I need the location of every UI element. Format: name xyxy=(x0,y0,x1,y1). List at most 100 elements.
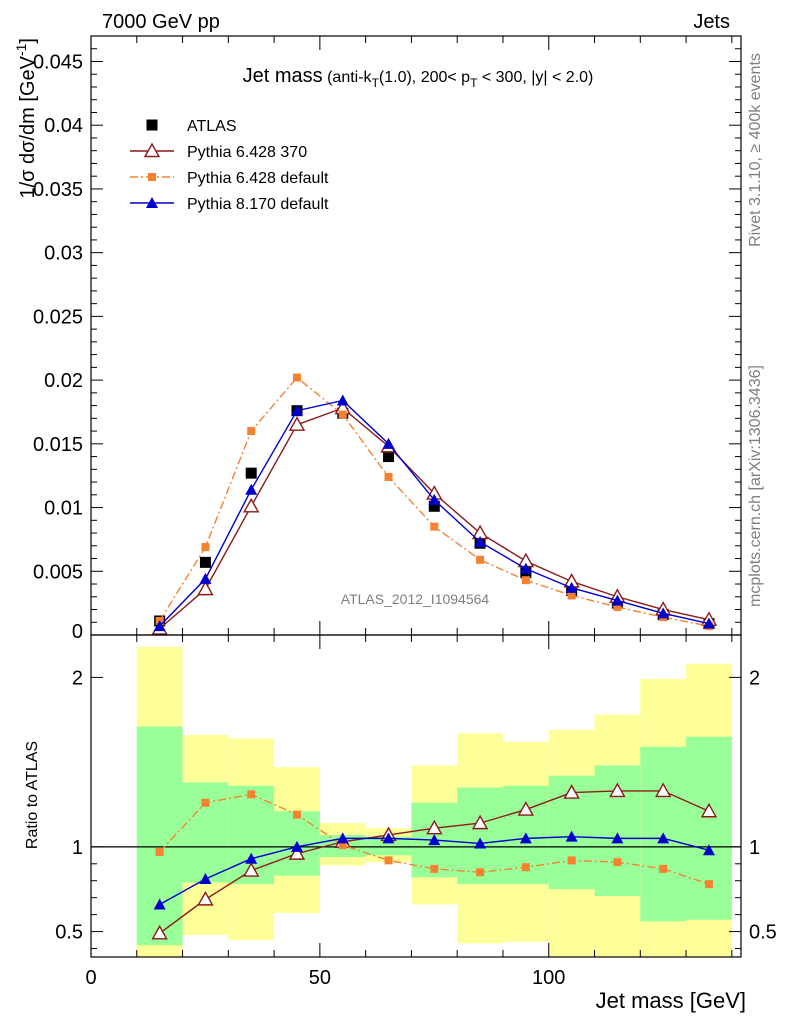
ratio-series-1-point-4 xyxy=(338,841,347,850)
ratio-series-2-point-2 xyxy=(245,852,258,864)
ratio-ytick-label-l-1: 1 xyxy=(72,837,83,859)
ratio-series-0-point-7 xyxy=(471,814,489,830)
main-series-3-point-11 xyxy=(657,607,670,619)
main-series-2-point-9 xyxy=(567,591,576,600)
ratio-ytick-label-l-2: 2 xyxy=(72,667,83,689)
main-series-2-point-4 xyxy=(338,410,347,419)
legend-marker-2 xyxy=(148,173,156,181)
ratio-ytick-label-r-0: 0.5 xyxy=(749,922,777,944)
analysis-watermark: ATLAS_2012_I1094564 xyxy=(341,591,490,607)
band-inner-1 xyxy=(182,782,229,883)
ratio-series-0-point-2 xyxy=(243,862,260,877)
main-series-3-point-12 xyxy=(702,617,715,629)
main-series-1-point-2 xyxy=(243,497,260,513)
ratio-series-2-point-12 xyxy=(702,844,715,856)
main-ylabel: 1/σ dσ/dm [GeV-1] xyxy=(13,38,39,199)
ratio-series-2-point-4 xyxy=(336,832,349,844)
ratio-series-0 xyxy=(151,782,718,940)
main-series-3 xyxy=(153,394,715,632)
ratio-series-2-point-6 xyxy=(428,834,441,846)
legend-label-3: Pythia 8.170 default xyxy=(187,196,329,213)
header-right: Jets xyxy=(693,11,730,33)
main-series-3-point-8 xyxy=(519,562,532,574)
main-series-1-point-3 xyxy=(288,416,306,431)
main-ytick-label-7: 0.035 xyxy=(33,179,83,201)
ratio-series-2 xyxy=(153,830,715,910)
main-ytick-label-8: 0.04 xyxy=(44,115,83,137)
ratio-series-2-point-9 xyxy=(565,830,578,842)
main-series-3-point-0 xyxy=(153,620,166,632)
ratio-series-0-point-6 xyxy=(426,819,443,835)
xtick-label-0: 0 xyxy=(85,967,96,989)
ratio-series-2-point-10 xyxy=(611,832,624,844)
xtick-label-2: 100 xyxy=(532,967,565,989)
ratio-ytick-label-r-2: 2 xyxy=(749,667,760,689)
main-series-3-point-9 xyxy=(565,581,578,593)
main-series-3-point-3 xyxy=(290,404,303,416)
main-ylabel-a: 1/σ dσ/dm [GeV xyxy=(17,55,39,198)
band-inner-7 xyxy=(457,787,503,885)
ratio-series-2-point-3 xyxy=(290,840,303,852)
legend-marker-0 xyxy=(146,119,158,131)
main-title-sub-a: (anti-k xyxy=(323,69,373,86)
main-ytick-label-3: 0.015 xyxy=(33,434,83,456)
x-axis-label: Jet mass [GeV] xyxy=(596,988,746,1013)
legend-item-0: ATLAS xyxy=(146,118,237,135)
header-left: 7000 GeV pp xyxy=(102,11,220,33)
ratio-series-0-point-12 xyxy=(700,802,718,818)
band-inner-12 xyxy=(686,736,732,920)
ratio-ylabel: Ratio to ATLAS xyxy=(24,741,41,849)
main-title-main: Jet mass xyxy=(243,65,323,87)
legend-label-1: Pythia 6.428 370 xyxy=(187,144,307,161)
main-series-0-point-1 xyxy=(199,556,211,568)
main-ylabel-c: ] xyxy=(17,38,39,44)
main-series-3-point-10 xyxy=(611,594,624,606)
main-series-3-point-5 xyxy=(382,437,395,449)
main-ytick-label-9: 0.045 xyxy=(33,51,83,73)
ratio-ytick-label-l-0: 0.5 xyxy=(55,922,83,944)
ratio-series-1-point-5 xyxy=(384,856,393,865)
main-series-3-point-6 xyxy=(428,493,441,505)
ratio-series-1-point-2 xyxy=(247,790,256,799)
main-series-3-point-7 xyxy=(474,535,487,547)
legend-label-0: ATLAS xyxy=(187,118,237,135)
ratio-series-1-point-10 xyxy=(613,858,622,867)
legend-item-2: Pythia 6.428 default xyxy=(130,170,329,187)
ratio-series-1-point-3 xyxy=(292,810,301,819)
main-title-sub-d: T xyxy=(470,76,478,90)
ratio-series-0-point-11 xyxy=(654,782,672,798)
ratio-series-2-point-0 xyxy=(153,898,166,910)
axes: 0 0.005 0.01 0.015 0.02 0.025 0.03 0.035 0.04 0.0… xyxy=(33,35,777,989)
ratio-series-1 xyxy=(155,790,713,889)
main-title-sub-e: < 300, |y| < 2.0) xyxy=(477,69,593,86)
main-series-0-point-2 xyxy=(245,467,257,479)
ratio-series-0-point-9 xyxy=(563,784,580,799)
ratio-series-1-point-11 xyxy=(659,864,668,873)
ratio-frame xyxy=(90,634,742,958)
ratio-series-2-point-11 xyxy=(657,832,670,844)
main-series-2-point-8 xyxy=(521,576,530,585)
legend-marker-1 xyxy=(143,142,161,158)
ratio-series-1-point-8 xyxy=(521,863,530,872)
main-series-1-point-1 xyxy=(197,580,214,596)
main-series-2-point-5 xyxy=(384,472,393,481)
legend: ATLAS Pythia 6.428 370 Pythia 6.428 defaul… xyxy=(130,118,329,213)
main-ytick-label-4: 0.02 xyxy=(44,370,83,392)
main-title-sub-b: T xyxy=(372,76,380,90)
ratio-series-1-point-6 xyxy=(430,864,439,873)
main-ytick-label-2: 0.01 xyxy=(44,498,83,520)
ratio-series-2-point-1 xyxy=(199,873,212,885)
ratio-series-0-point-0 xyxy=(151,924,168,940)
ratio-series-1-point-12 xyxy=(704,880,713,889)
main-ylabel-b: -1 xyxy=(13,43,29,56)
main-series-2-point-10 xyxy=(613,602,622,611)
main-title: Jet mass (anti-kT(1.0), 200< pT < 300, |… xyxy=(243,65,594,90)
main-ytick-label-0: 0 xyxy=(72,621,83,643)
ratio-bands xyxy=(136,646,732,957)
ratio-series-0-point-8 xyxy=(517,801,535,816)
rivet-label: Rivet 3.1.10, ≥ 400k events xyxy=(747,53,764,247)
ratio-series-2-point-5 xyxy=(382,832,395,844)
main-series xyxy=(151,373,718,635)
ratio-series-1-point-0 xyxy=(155,847,164,856)
